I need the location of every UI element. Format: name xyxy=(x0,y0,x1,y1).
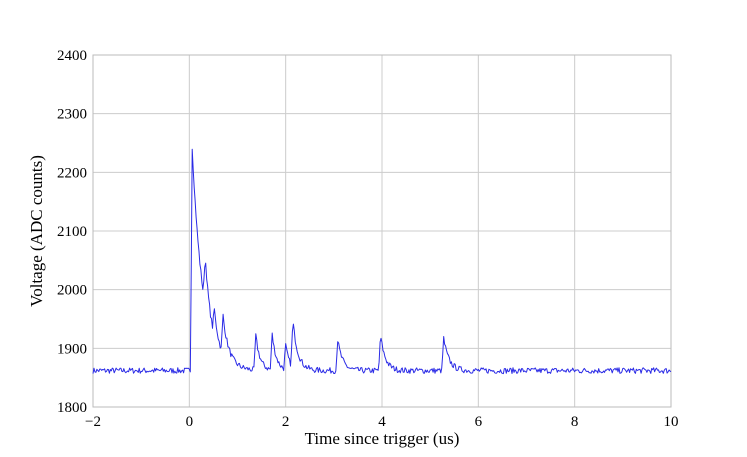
y-tick-label: 2300 xyxy=(57,107,87,123)
y-tick-label: 1800 xyxy=(57,400,87,416)
y-axis-ticks: 1800 1900 2000 2100 2200 2300 2400 xyxy=(57,48,87,416)
x-tick-label: 8 xyxy=(571,414,579,430)
x-tick-label: 10 xyxy=(664,414,679,430)
x-tick-label: 0 xyxy=(186,414,194,430)
x-tick-label: 2 xyxy=(282,414,290,430)
x-axis-label: Time since trigger (us) xyxy=(305,429,460,448)
x-tick-label: 6 xyxy=(475,414,483,430)
y-tick-label: 2100 xyxy=(57,224,87,240)
x-axis-ticks: −2 0 2 4 6 8 10 xyxy=(85,414,678,430)
y-axis-label: Voltage (ADC counts) xyxy=(27,155,46,307)
y-tick-label: 2400 xyxy=(57,48,87,64)
y-tick-label: 2000 xyxy=(57,283,87,299)
y-tick-label: 2200 xyxy=(57,165,87,181)
y-tick-label: 1900 xyxy=(57,341,87,357)
plot-frame xyxy=(92,54,672,408)
x-tick-label: 4 xyxy=(378,414,386,430)
grid xyxy=(92,54,672,408)
x-tick-label: −2 xyxy=(85,414,101,430)
voltage-trace xyxy=(92,148,672,375)
